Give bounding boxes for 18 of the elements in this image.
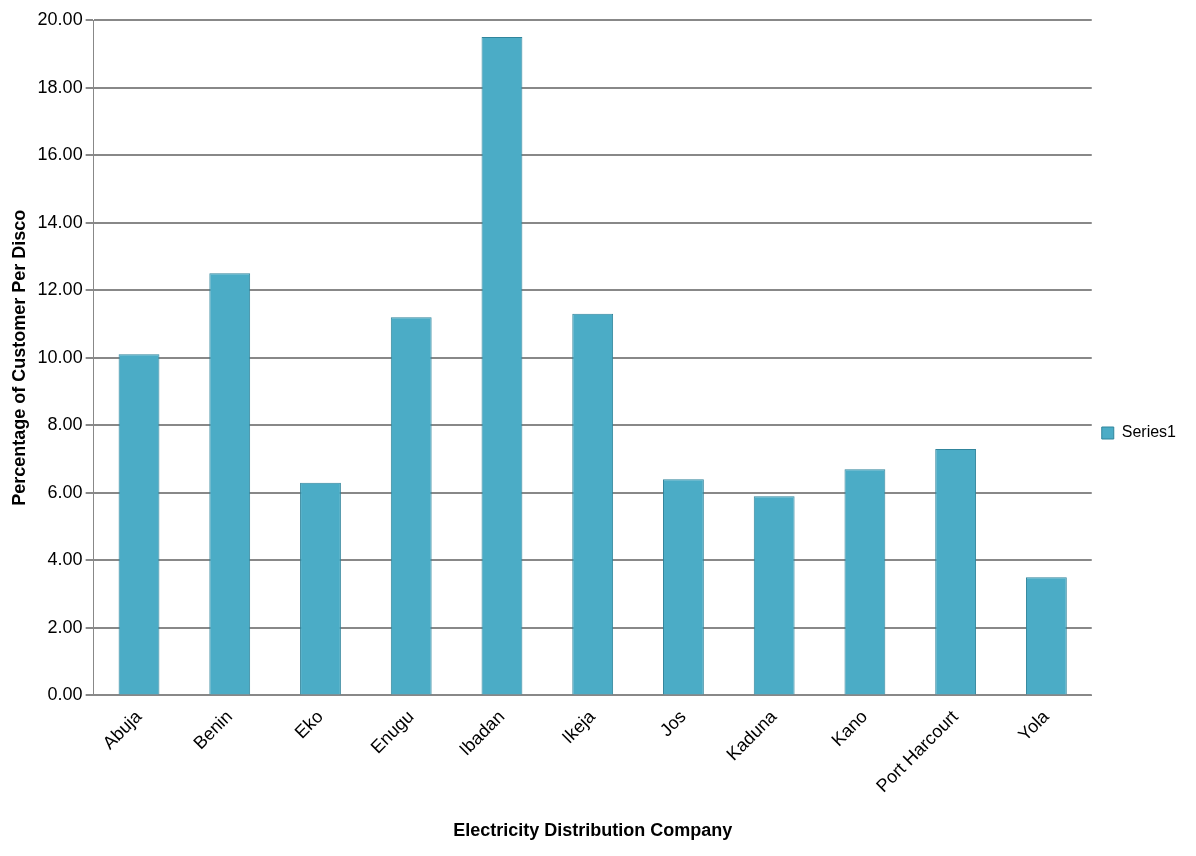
x-tick-label: Jos — [655, 706, 690, 741]
y-tick-label: 4.00 — [47, 549, 83, 570]
y-tick-label: 16.00 — [37, 144, 83, 165]
y-tick-label: 0.00 — [47, 684, 83, 705]
y-axis-title: Percentage of Customer Per Disco — [8, 209, 29, 506]
y-tick-label: 6.00 — [47, 481, 83, 502]
y-tick-label: 8.00 — [47, 414, 83, 435]
x-tick-label: Ikeja — [558, 705, 600, 748]
x-axis-title: Electricity Distribution Company — [453, 820, 733, 841]
y-tick-label: 10.00 — [37, 346, 83, 367]
x-tick-label: Yola — [1014, 705, 1054, 745]
y-tick-label: 20.00 — [37, 8, 83, 29]
y-tick-label: 18.00 — [37, 76, 83, 97]
legend-label: Series1 — [1121, 423, 1177, 441]
y-tick-label: 12.00 — [37, 279, 83, 300]
x-tick-label: Eko — [290, 706, 327, 743]
y-tick-label: 2.00 — [47, 616, 83, 637]
y-tick-label: 14.00 — [37, 211, 83, 232]
